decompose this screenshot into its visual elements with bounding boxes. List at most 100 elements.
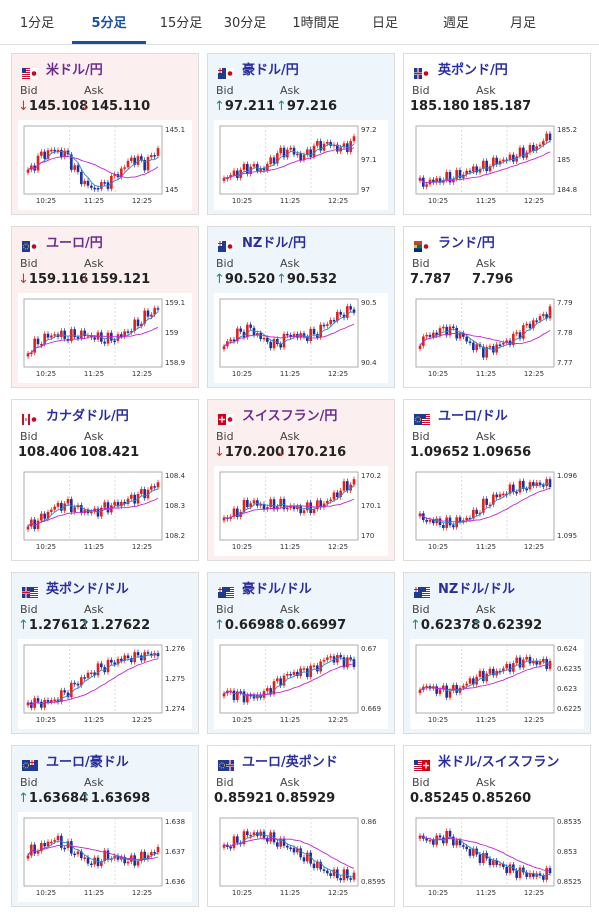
arrow-up-icon: ↑ [80,618,91,633]
candle-body [442,685,445,690]
candle-body [306,336,309,341]
pair-name-link[interactable]: ユーロ/英ポンド [242,755,338,770]
candle-body [336,655,339,663]
x-tick-label: 12:25 [328,370,348,378]
candle-body [452,326,455,329]
mini-chart[interactable]: 0.86 0.8595 10:25 11:25 12:25 [214,812,388,902]
candle-body [538,316,542,321]
candle-body [252,832,256,835]
rate-card[interactable]: NZドル/円 Bid Ask ↑90.520 ↑90.532 90.5 90.4 10:25 1… [207,226,395,388]
pair-name-link[interactable]: 英ポンド/円 [438,63,508,78]
ma-short-line [27,488,159,527]
pair-name-link[interactable]: 米ドル/円 [46,63,103,78]
tab-2[interactable]: 15分足 [159,16,203,31]
pair-name-link[interactable]: スイスフラン/円 [242,409,338,424]
mini-chart[interactable]: 0.624 0.6235 0.623 0.6225 10:25 11:25 12:25 [410,639,584,729]
rate-card[interactable]: 豪ドル/円 Bid Ask ↑97.211 ↑97.216 97.2 97.1 97 10:25… [207,53,395,215]
mini-chart[interactable]: 108.4 108.3 108.2 10:25 11:25 12:25 [18,466,192,556]
arrow-up-icon: ↑ [18,618,29,633]
candle-body [482,670,485,682]
tab-7[interactable]: 月足 [509,16,536,31]
ma-long-line [223,663,355,696]
mini-chart[interactable]: 185.2 185 184.8 10:25 11:25 12:25 [410,120,584,210]
candle-body [538,144,542,147]
ma-short-line [27,150,159,187]
chart-frame [219,125,359,195]
candle-body [468,849,472,856]
mini-chart[interactable]: 90.5 90.4 10:25 11:25 12:25 [214,293,388,383]
x-tick-label: 11:25 [476,543,496,551]
ask-number: 0.85260 [472,791,532,806]
mini-chart[interactable]: 7.79 7.78 7.77 10:25 11:25 12:25 [410,293,584,383]
x-tick-label: 10:25 [36,889,56,897]
x-tick-label: 10:25 [232,716,252,724]
candle-body [136,319,140,327]
candle-body [349,878,352,880]
mini-chart[interactable]: 1.276 1.275 1.274 10:25 11:25 12:25 [18,639,192,729]
tab-3[interactable]: 30分足 [223,16,267,31]
candle-body [306,852,309,862]
rate-card[interactable]: カナダドル/円 Bid Ask 108.406 108.421 108.4 108.3 108… [11,399,199,561]
tab-0[interactable]: 1分足 [19,16,55,31]
candle-body [512,154,515,162]
x-tick-label: 12:25 [524,370,544,378]
pair-name-link[interactable]: NZドル/円 [242,236,307,251]
candle-body [339,655,342,658]
rate-card[interactable]: 米ドル/スイスフラン Bid Ask 0.85245 0.85260 0.8535 0.85… [403,745,591,907]
mini-chart[interactable]: 97.2 97.1 97 10:25 11:25 12:25 [214,120,388,210]
mini-chart[interactable]: 170.2 170.1 170 10:25 11:25 12:25 [214,466,388,556]
flag-icon [218,410,234,425]
mini-chart[interactable]: 0.67 0.669 10:25 11:25 12:25 [214,639,388,729]
mini-chart[interactable]: 1.096 1.095 10:25 11:25 12:25 [410,466,584,556]
candle-body [110,659,113,663]
candle-body [93,857,96,865]
pair-name-link[interactable]: ユーロ/豪ドル [46,755,129,770]
rate-card[interactable]: 米ドル/円 Bid Ask ↓145.108 ↓145.110 145.1 145 10:25… [11,53,199,215]
pair-name-link[interactable]: ユーロ/ドル [438,409,508,424]
mini-chart[interactable]: 159.1 159 158.9 10:25 11:25 12:25 [18,293,192,383]
rate-card[interactable]: 英ポンド/円 Bid Ask 185.180 185.187 185.2 185 184.8 1… [403,53,591,215]
rate-card[interactable]: 英ポンド/ドル Bid Ask ↑1.27612 ↑1.27622 1.276 1.275 1… [11,572,199,734]
chart-frame [23,817,163,887]
rate-card[interactable]: ユーロ/豪ドル Bid Ask ↑1.63684 ↑1.63698 1.638 1.637 1… [11,745,199,907]
tab-1[interactable]: 5分足 [72,0,146,44]
rate-card[interactable]: スイスフラン/円 Bid Ask ↓170.200 ↓170.216 170.2 170.1… [207,399,395,561]
pair-name-link[interactable]: 英ポンド/ドル [46,582,129,597]
pair-name-link[interactable]: 米ドル/スイスフラン [438,755,560,770]
x-tick-label: 12:25 [132,543,152,551]
mini-chart[interactable]: 145.1 145 10:25 11:25 12:25 [18,120,192,210]
x-tick-label: 11:25 [476,197,496,205]
pair-name-link[interactable]: NZドル/ドル [438,582,516,597]
x-tick-label: 12:25 [328,716,348,724]
pair-name-link[interactable]: ユーロ/円 [46,236,103,251]
candle-body [322,869,326,871]
candle-body [296,848,299,853]
candle-body [50,699,53,703]
candle-body [93,187,96,190]
candle-body [93,337,96,340]
candle-body [515,870,518,878]
tab-4[interactable]: 1時間足 [292,16,340,31]
rate-card[interactable]: ユーロ/円 Bid Ask ↓159.116 ↓159.121 159.1 159 158.9… [11,226,199,388]
candle-body [246,324,249,338]
candle-body [43,513,46,519]
rate-card[interactable]: ランド/円 Bid Ask 7.787 7.796 7.79 7.78 7.77 10:25 11… [403,226,591,388]
pair-name-link[interactable]: カナダドル/円 [46,409,129,424]
bid-number: 0.85921 [214,791,274,806]
candle-body [76,505,80,508]
ma-long-line [27,497,159,527]
rate-card[interactable]: 豪ドル/ドル Bid Ask ↑0.66988 ↑0.66997 0.67 0.669 10:… [207,572,395,734]
pair-name-link[interactable]: 豪ドル/円 [242,63,299,78]
candle-body [40,151,43,156]
pair-name-link[interactable]: ランド/円 [438,236,495,251]
rate-card[interactable]: NZドル/ドル Bid Ask ↑0.62378 ↑0.62392 0.624 0.6235… [403,572,591,734]
candle-body [279,678,282,686]
mini-chart[interactable]: 1.638 1.637 1.636 10:25 11:25 12:25 [18,812,192,902]
tab-6[interactable]: 週足 [442,16,469,31]
tab-5[interactable]: 日足 [371,16,398,31]
pair-name-link[interactable]: 豪ドル/ドル [242,582,312,597]
rate-card[interactable]: ユーロ/英ポンド Bid Ask 0.85921 0.85929 0.86 0.8595 10… [207,745,395,907]
candle-body [336,144,339,152]
mini-chart[interactable]: 0.8535 0.853 0.8525 10:25 11:25 12:25 [410,812,584,902]
rate-card[interactable]: ユーロ/ドル Bid Ask 1.09652 1.09656 1.096 1.095 10:2… [403,399,591,561]
